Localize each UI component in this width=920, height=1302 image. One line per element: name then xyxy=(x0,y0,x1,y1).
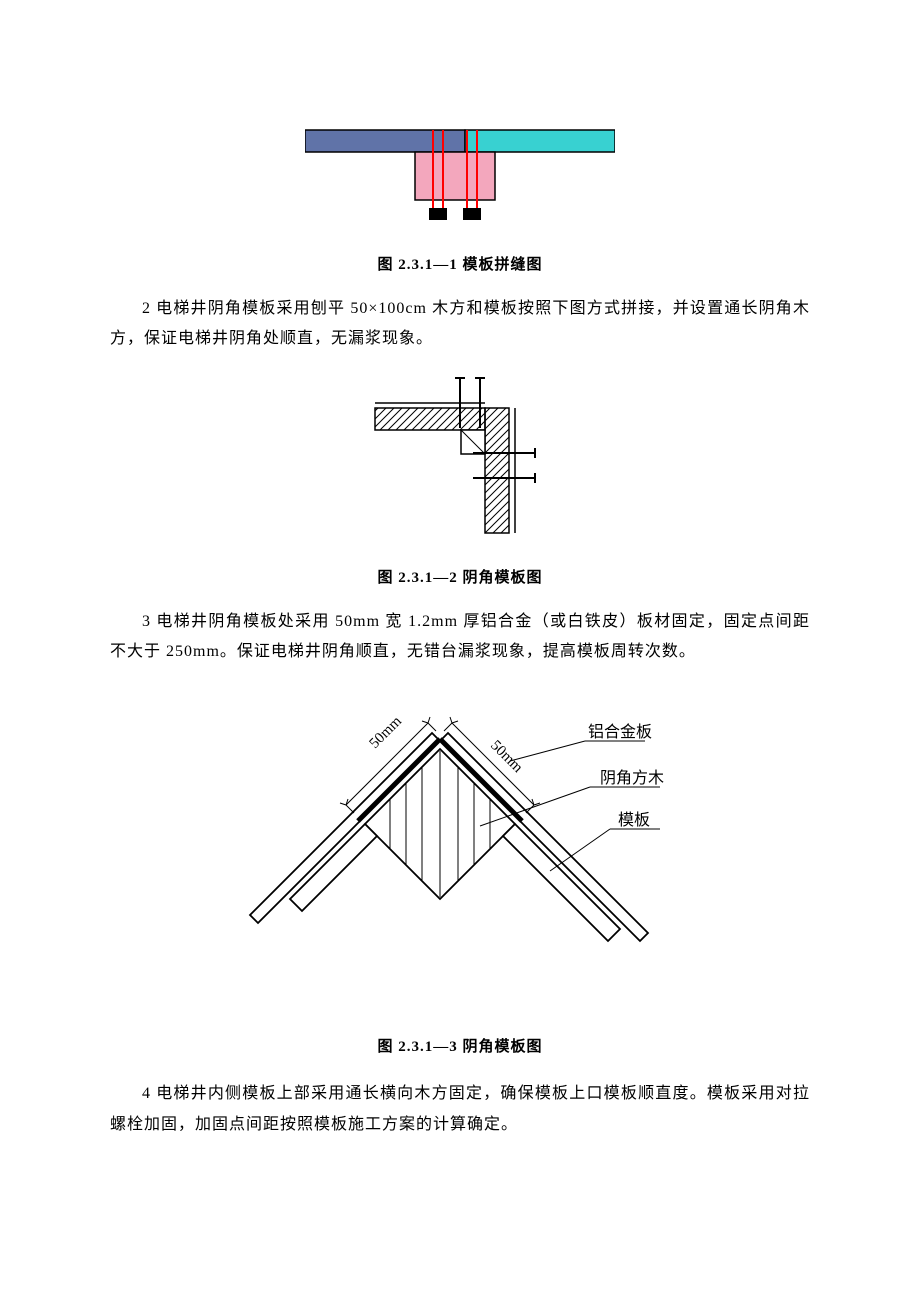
dim-right-text: 50mm xyxy=(487,738,526,777)
figure-1 xyxy=(110,120,810,241)
dim-left-text: 50mm xyxy=(367,714,406,753)
label-timber: 阴角方木 xyxy=(600,769,664,787)
figure-3-svg: 50mm 50mm 铝合金板 阴角方木 模板 xyxy=(190,691,730,1011)
figure-2-caption: 图 2.3.1—2 阴角模板图 xyxy=(110,564,810,593)
figure-1-svg xyxy=(305,120,615,230)
paragraph-4: 4 电梯井内侧模板上部采用通长横向木方固定，确保模板上口模板顺直度。模板采用对拉… xyxy=(110,1079,810,1140)
figure-3: 50mm 50mm 铝合金板 阴角方木 模板 xyxy=(110,691,810,1022)
paragraph-2: 2 电梯井阴角模板采用刨平 50×100cm 木方和模板按照下图方式拼接，并设置… xyxy=(110,294,810,355)
label-aluminum: 铝合金板 xyxy=(588,723,652,741)
figure-3-caption: 图 2.3.1—3 阴角模板图 xyxy=(110,1033,810,1062)
paragraph-3: 3 电梯井阴角模板处采用 50mm 宽 1.2mm 厚铝合金（或白铁皮）板材固定… xyxy=(110,607,810,668)
figure-1-caption: 图 2.3.1—1 模板拼缝图 xyxy=(110,251,810,280)
figure-2 xyxy=(110,373,810,554)
figure-2-svg xyxy=(365,373,555,543)
label-board: 模板 xyxy=(618,811,650,829)
